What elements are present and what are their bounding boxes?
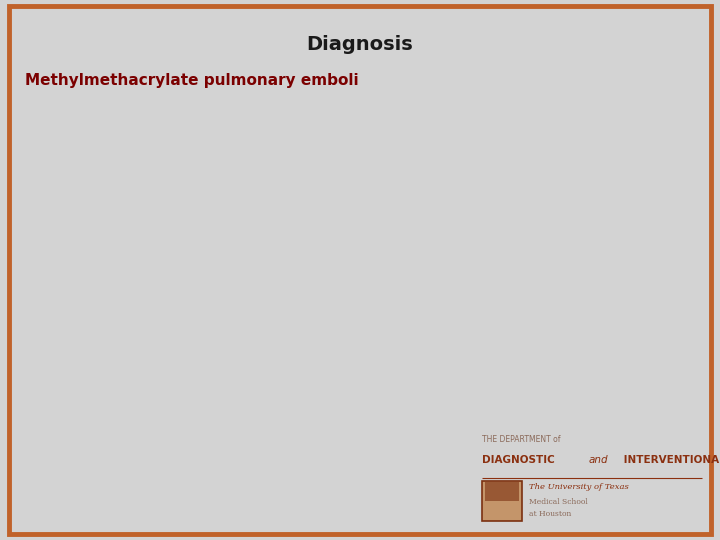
Text: and: and [589, 455, 608, 465]
Text: Methylmethacrylate pulmonary emboli: Methylmethacrylate pulmonary emboli [25, 73, 359, 88]
Text: DIAGNOSTIC: DIAGNOSTIC [482, 455, 559, 465]
FancyBboxPatch shape [9, 6, 711, 534]
Text: THE DEPARTMENT of: THE DEPARTMENT of [482, 435, 561, 444]
Text: The University of Texas: The University of Texas [529, 483, 629, 491]
Text: at Houston: at Houston [529, 510, 572, 518]
Text: INTERVENTIONAL IMAGING: INTERVENTIONAL IMAGING [620, 455, 720, 465]
Text: Diagnosis: Diagnosis [307, 35, 413, 54]
FancyBboxPatch shape [485, 482, 519, 501]
FancyBboxPatch shape [482, 481, 522, 521]
Text: Medical School: Medical School [529, 498, 588, 507]
